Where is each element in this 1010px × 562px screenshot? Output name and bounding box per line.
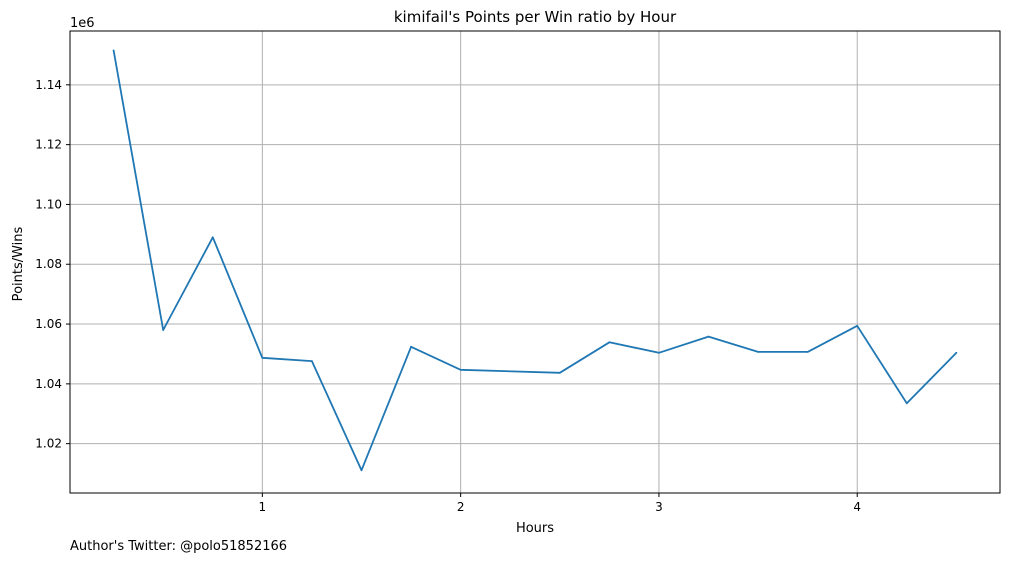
data-point <box>955 351 958 354</box>
y-tick-label: 1.12 <box>35 138 62 152</box>
x-axis-label: Hours <box>516 521 554 536</box>
data-point <box>757 350 759 353</box>
series-group <box>112 49 958 472</box>
x-tick-label: 4 <box>853 500 861 514</box>
y-offset-label: 1e6 <box>70 16 95 31</box>
grid-lines <box>70 31 1000 493</box>
y-tick-label: 1.08 <box>35 257 62 271</box>
data-point <box>558 371 561 374</box>
tick-group: 1 2 3 4 1.02 1.04 1.06 1.08 1.10 1.12 1.14 <box>35 78 861 514</box>
x-tick-label: 2 <box>457 500 465 514</box>
data-point <box>360 469 363 472</box>
data-point <box>211 236 214 239</box>
y-tick-label: 1.04 <box>35 377 62 391</box>
y-tick-label: 1.06 <box>35 317 62 331</box>
data-point <box>162 329 165 331</box>
data-point <box>905 402 908 405</box>
data-point <box>311 360 313 363</box>
x-tick-label: 1 <box>259 500 267 514</box>
x-tick-label: 3 <box>655 500 663 514</box>
data-point <box>608 341 611 344</box>
axes-frame <box>69 30 1001 494</box>
data-point <box>658 351 660 354</box>
data-point <box>459 368 462 371</box>
data-point <box>112 49 115 52</box>
y-axis-label: Points/Wins <box>11 226 26 301</box>
chart-title: kimifail's Points per Win ratio by Hour <box>394 8 677 26</box>
data-point <box>856 324 859 327</box>
data-point <box>707 335 710 338</box>
y-tick-label: 1.14 <box>35 78 62 92</box>
y-tick-label: 1.02 <box>35 437 62 451</box>
y-tick-label: 1.10 <box>35 197 62 211</box>
data-point <box>806 350 809 353</box>
author-credit: Author's Twitter: @polo51852166 <box>70 539 287 554</box>
data-point <box>261 356 264 359</box>
data-point <box>410 345 412 348</box>
